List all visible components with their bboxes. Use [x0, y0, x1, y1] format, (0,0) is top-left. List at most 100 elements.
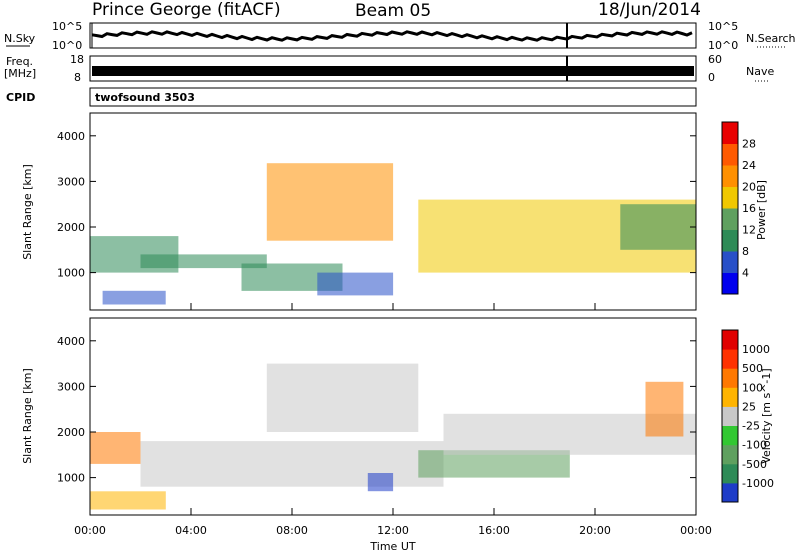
colorbar-tick-label: 12	[742, 224, 756, 237]
echo-region	[645, 381, 684, 437]
nave-label: Nave	[746, 65, 774, 78]
noise-trace	[91, 30, 693, 42]
y-tick-label: 2000	[57, 426, 85, 439]
colorbar-segment	[722, 349, 738, 369]
colorbar-tick-label: -1000	[742, 477, 774, 490]
colorbar-segment	[722, 186, 738, 209]
echo-region	[266, 363, 419, 432]
colorbar-tick-label: 28	[742, 138, 756, 151]
noise-left-tick-top: 10^5	[52, 20, 82, 33]
station-title: Prince George (fitACF)	[92, 0, 281, 20]
velocity-y-label: Slant Range [km]	[21, 368, 34, 464]
colorbar-segment	[722, 122, 738, 144]
colorbar-tick-label: 100	[742, 381, 763, 394]
power-echoes	[90, 163, 697, 305]
colorbar-segment	[722, 165, 738, 187]
cpid-panel: CPID twofsound 3503	[6, 87, 697, 107]
y-tick-label: 2000	[57, 221, 85, 234]
colorbar-tick-label: 24	[742, 159, 756, 172]
echo-region	[140, 254, 267, 269]
x-axis: 00:00 04:00 08:00 12:00 16:00 20:00 00:00	[74, 303, 712, 537]
x-axis-label: Time UT	[369, 540, 415, 553]
x-tick-label: 16:00	[478, 524, 510, 537]
echo-region	[266, 163, 394, 241]
nave-tick-bottom: 0	[708, 71, 715, 84]
colorbar-tick-label: 500	[742, 362, 763, 375]
colorbar-tick-label: 25	[742, 400, 756, 413]
x-tick-label: 20:00	[579, 524, 611, 537]
velocity-colorbar: 1000 500 100 25 -25 -100 -500 -1000	[721, 329, 774, 503]
frequency-panel-frame	[89, 55, 697, 82]
freq-tick-bottom: 8	[74, 71, 81, 84]
y-tick-label: 1000	[57, 472, 85, 485]
colorbar-tick-label: -100	[742, 439, 767, 452]
noise-right-tick-bottom: 10^0	[708, 39, 738, 52]
echo-region	[90, 491, 166, 510]
power-y-label: Slant Range [km]	[21, 164, 34, 260]
noise-panel: N.Sky N.Search 10^5 10^0 10^5 10^0	[4, 20, 796, 52]
colorbar-segment	[722, 330, 738, 350]
colorbar-frame	[721, 329, 739, 503]
colorbar-segment	[722, 368, 738, 388]
y-tick-label: 3000	[57, 380, 85, 393]
colorbar-segment	[722, 444, 738, 465]
power-colorbar: 28 24 20 16 12 8 4	[721, 121, 756, 295]
nave-tick-top: 60	[708, 53, 722, 66]
colorbar-segment	[722, 425, 738, 446]
colorbar-tick-label: -25	[742, 420, 760, 433]
colorbar-segment	[722, 387, 738, 407]
noise-left-label: N.Sky	[4, 32, 36, 45]
frequency-panel: Freq. [MHz] Nave 18 8 60 0	[4, 53, 774, 84]
x-tick-label: 08:00	[276, 524, 308, 537]
x-tick-label: 12:00	[377, 524, 409, 537]
colorbar-segment	[722, 251, 738, 273]
noise-panel-frame	[89, 22, 697, 49]
x-tick-label: 00:00	[680, 524, 712, 537]
colorbar-segment	[722, 272, 738, 295]
power-y-ticks: 4000 3000 2000 1000	[57, 130, 696, 280]
freq-label-line1: Freq.	[6, 55, 33, 68]
cpid-panel-frame	[89, 87, 697, 107]
colorbar-tick-label: 8	[742, 245, 749, 258]
x-tick-label: 04:00	[175, 524, 207, 537]
colorbar-frame	[721, 121, 739, 295]
y-tick-label: 3000	[57, 175, 85, 188]
y-tick-label: 4000	[57, 335, 85, 348]
power-colorbar-label: Power [dB]	[755, 180, 768, 240]
echo-region	[102, 290, 166, 305]
echo-region	[90, 432, 141, 464]
colorbar-tick-label: 16	[742, 202, 756, 215]
x-tick-label: 00:00	[74, 524, 106, 537]
colorbar-tick-label: 1000	[742, 343, 770, 356]
echo-region	[317, 272, 394, 296]
colorbar-tick-label: -500	[742, 458, 767, 471]
colorbar-tick-label: 20	[742, 181, 756, 194]
colorbar-segment	[722, 463, 738, 484]
echo-region	[620, 204, 697, 250]
echo-region	[140, 441, 444, 487]
cpid-value: twofsound 3503	[95, 91, 195, 104]
freq-tick-top: 18	[70, 53, 84, 66]
velocity-y-ticks: 4000 3000 2000 1000	[57, 335, 696, 485]
freq-label-line2: [MHz]	[4, 67, 36, 80]
colorbar-segment	[722, 482, 738, 503]
colorbar-segment	[722, 143, 738, 166]
velocity-panel: 4000 3000 2000 1000 Slant Range [km] 1000 50…	[21, 317, 774, 516]
y-tick-label: 1000	[57, 267, 85, 280]
date-title: 18/Jun/2014	[598, 0, 701, 20]
colorbar-segment	[722, 208, 738, 230]
velocity-colorbar-label: Velocity [m s^-1]	[760, 368, 773, 463]
velocity-echoes	[90, 363, 696, 510]
frequency-band	[92, 66, 694, 76]
echo-region	[367, 473, 394, 492]
y-tick-label: 4000	[57, 130, 85, 143]
cpid-label: CPID	[6, 91, 35, 104]
colorbar-segment	[722, 406, 738, 426]
colorbar-segment	[722, 229, 738, 252]
noise-right-label: N.Search	[746, 32, 796, 45]
colorbar-tick-label: 4	[742, 267, 749, 280]
noise-left-tick-bottom: 10^0	[52, 39, 82, 52]
beam-title: Beam 05	[355, 1, 431, 21]
noise-right-tick-top: 10^5	[708, 20, 738, 33]
power-panel: 4000 3000 2000 1000 Slant Range [km] 28 24 20…	[21, 112, 768, 311]
